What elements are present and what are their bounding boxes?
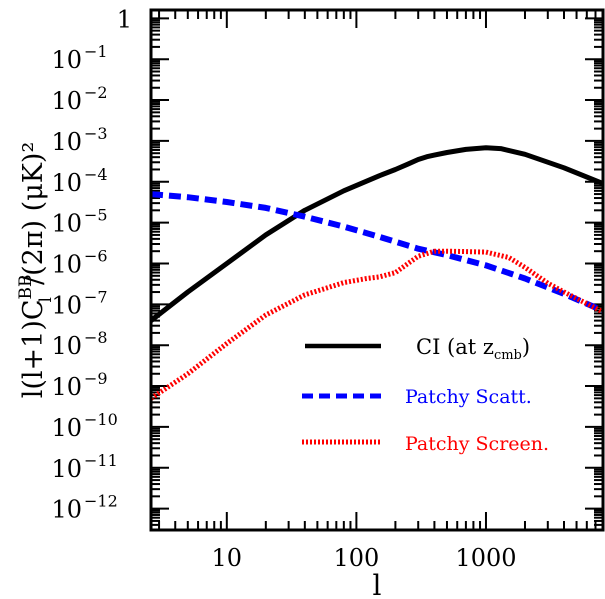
series-line-patchy-screen	[151, 248, 603, 401]
y-axis-label-prefix: l(l+1)C	[18, 299, 49, 398]
y-tick-label: 10 −2	[51, 83, 107, 115]
legend-label-patchy-screen: Patchy Screen.	[405, 433, 549, 455]
legend: CI (at zcmb) Patchy Scatt. Patchy Screen…	[302, 335, 549, 455]
legend-label-ci: CI (at zcmb)	[416, 335, 530, 363]
y-axis-label: l(l+1)CBBl /(2π) (μK)²	[16, 142, 56, 399]
y-tick-label: 1	[117, 5, 132, 33]
y-tick-label: 10 −12	[51, 492, 117, 524]
y-tick-label: 10 −5	[51, 206, 107, 238]
y-axis-label-suffix: /(2π) (μK)²	[18, 142, 49, 285]
y-tick-label: 10 −11	[51, 451, 117, 483]
y-tick-label: 10 −7	[51, 287, 107, 319]
plot-frame	[149, 8, 605, 532]
x-axis-label: l	[373, 569, 382, 599]
series-line-patchy-scatt	[151, 191, 603, 314]
y-tick-label: 10 −4	[51, 165, 107, 197]
y-tick-label: 10 −6	[51, 246, 107, 278]
y-tick-label: 10 −9	[51, 369, 107, 401]
x-tick-label: 100	[333, 544, 379, 572]
y-axis-label-sup: BB	[16, 274, 36, 299]
tick-labels: 10 100 1000 1 10−1 10−2 10−3 10−4 10−5 10−6 10−7 10…	[51, 5, 516, 572]
series-layer	[151, 145, 603, 401]
y-tick-label: 10 −10	[51, 410, 117, 442]
series-line-ci	[151, 145, 603, 323]
x-tick-label: 1000	[455, 544, 516, 572]
y-tick-label: 10 −3	[51, 124, 107, 156]
y-tick-label: 10 −1	[51, 42, 107, 74]
legend-label-patchy-scatt: Patchy Scatt.	[405, 386, 532, 408]
x-tick-label: 10	[212, 544, 243, 572]
y-tick-label: 10 −8	[51, 328, 107, 360]
y-axis-label-sub: l	[36, 297, 56, 302]
